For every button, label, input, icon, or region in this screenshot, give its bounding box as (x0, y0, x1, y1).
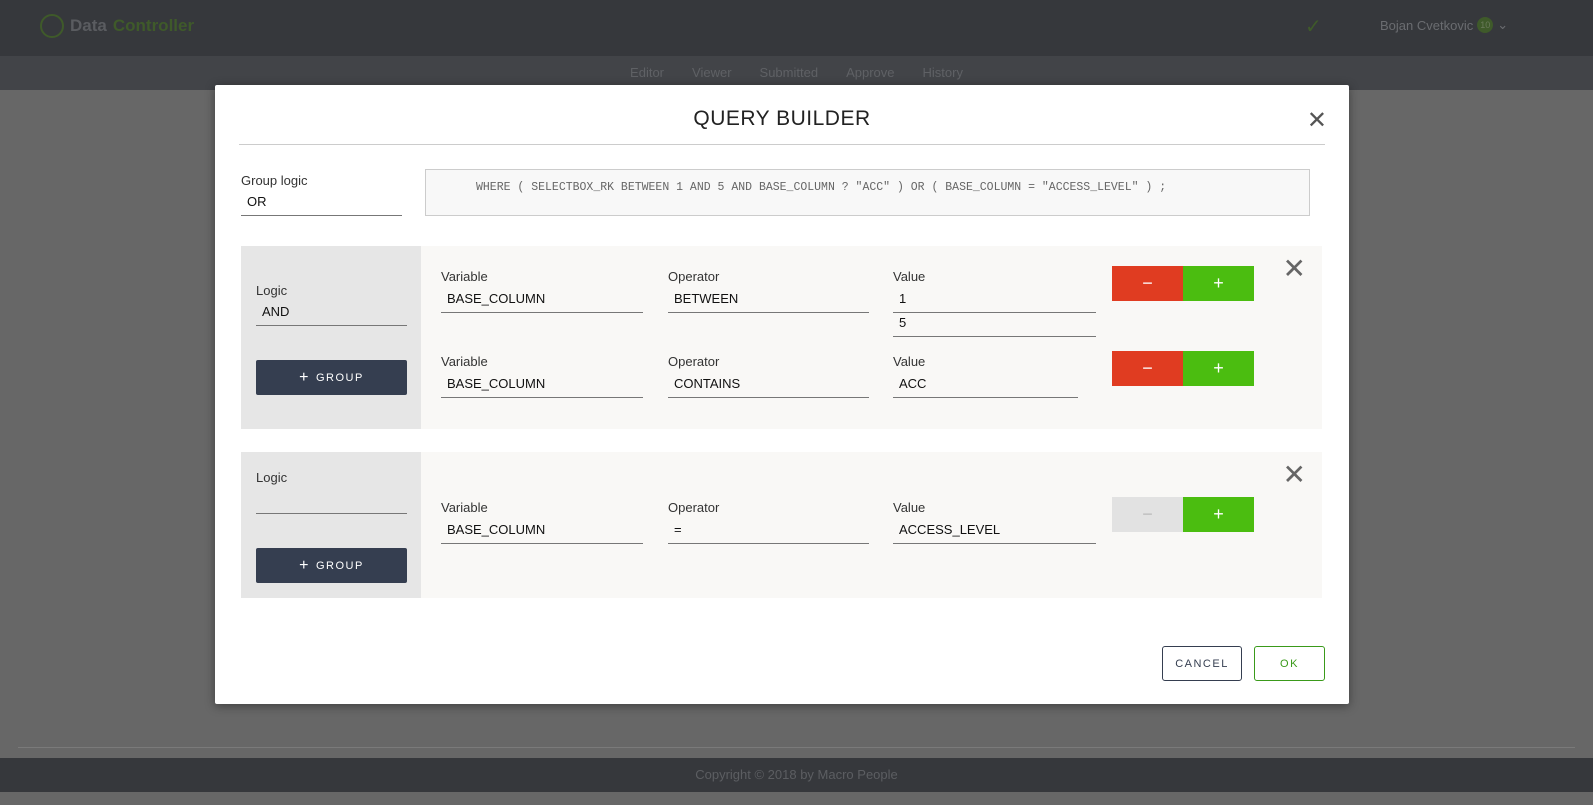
operator-select[interactable]: CONTAINS (668, 376, 869, 398)
operator-select[interactable]: = (668, 522, 869, 544)
divider (239, 144, 1325, 145)
cancel-button[interactable]: CANCEL (1162, 646, 1242, 681)
query-builder-modal: QUERY BUILDER ✕ Group logic OR WHERE ( S… (215, 85, 1349, 704)
add-group-button[interactable]: + GROUP (256, 360, 407, 395)
group-sidebar: Logic AND + GROUP (241, 246, 421, 429)
sql-preview: WHERE ( SELECTBOX_RK BETWEEN 1 AND 5 AND… (425, 169, 1310, 216)
remove-group-icon[interactable]: ✕ (1282, 253, 1306, 284)
group-logic-label: Group logic (241, 173, 308, 188)
group-logic-select[interactable]: OR (241, 194, 402, 216)
variable-select[interactable]: BASE_COLUMN (441, 376, 643, 398)
add-group-button[interactable]: + GROUP (256, 548, 407, 583)
main-nav: Editor Viewer Submitted Approve History (0, 56, 1593, 90)
footer: Copyright © 2018 by Macro People (0, 758, 1593, 792)
database-icon (40, 14, 64, 38)
variable-select[interactable]: BASE_COLUMN (441, 291, 643, 313)
remove-clause-button[interactable]: − (1112, 497, 1183, 532)
close-icon[interactable]: ✕ (1306, 107, 1327, 134)
remove-clause-button[interactable]: − (1112, 266, 1183, 301)
remove-clause-button[interactable]: − (1112, 351, 1183, 386)
nav-editor[interactable]: Editor (630, 65, 665, 80)
nav-history[interactable]: History (922, 65, 963, 80)
plus-icon: + (299, 368, 310, 386)
query-group: Logic AND + GROUP ✕ Variable BASE_COLUMN … (241, 246, 1322, 429)
ok-button[interactable]: OK (1254, 646, 1325, 681)
divider (18, 747, 1575, 748)
top-bar: Data Controller ✓ Bojan Cvetkovic 10 ⌄ (0, 0, 1593, 56)
value-input-2[interactable]: 5 (893, 315, 1096, 337)
add-clause-button[interactable]: + (1183, 497, 1254, 532)
user-menu[interactable]: Bojan Cvetkovic 10 ⌄ (1380, 17, 1509, 33)
logo[interactable]: Data Controller (40, 14, 194, 38)
value-input[interactable]: ACC (893, 376, 1078, 398)
nav-viewer[interactable]: Viewer (692, 65, 732, 80)
check-icon[interactable]: ✓ (1305, 16, 1322, 38)
logic-select[interactable] (256, 492, 407, 514)
chevron-down-icon: ⌄ (1497, 17, 1509, 32)
plus-icon: + (299, 556, 310, 574)
remove-group-icon[interactable]: ✕ (1282, 459, 1306, 490)
operator-select[interactable]: BETWEEN (668, 291, 869, 313)
nav-approve[interactable]: Approve (846, 65, 895, 80)
modal-title: QUERY BUILDER (693, 107, 871, 130)
logic-select[interactable]: AND (256, 304, 407, 326)
value-input[interactable]: 1 (893, 291, 1096, 313)
notification-badge: 10 (1477, 17, 1494, 33)
value-input[interactable]: ACCESS_LEVEL (893, 522, 1096, 544)
group-sidebar: Logic + GROUP (241, 452, 421, 598)
add-clause-button[interactable]: + (1183, 351, 1254, 386)
variable-select[interactable]: BASE_COLUMN (441, 522, 643, 544)
add-clause-button[interactable]: + (1183, 266, 1254, 301)
query-group: Logic + GROUP ✕ Variable BASE_COLUMN Oper… (241, 452, 1322, 598)
nav-submitted[interactable]: Submitted (759, 65, 819, 80)
